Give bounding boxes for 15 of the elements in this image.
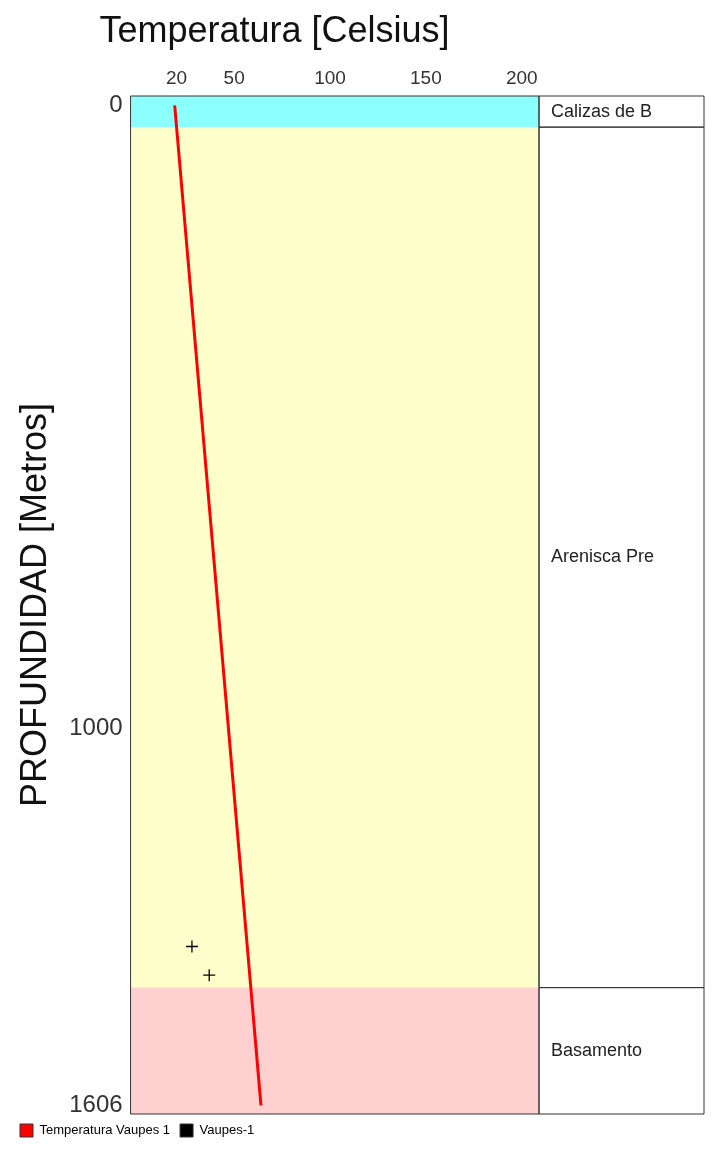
x-tick-label: 100 (314, 66, 346, 88)
y-tick-label: 1000 (69, 712, 123, 740)
legend-label: Temperatura Vaupes 1 (39, 1122, 171, 1138)
x-tick-label: 50 (223, 66, 245, 88)
x-tick-label: 20 (166, 66, 188, 88)
chart-title: Temperatura [Celsius] (99, 8, 450, 50)
y-tick-label: 0 (109, 89, 123, 117)
x-tick-label: 200 (505, 66, 538, 88)
y-axis-title: PROFUNDIDAD [Metros] (12, 402, 54, 808)
y-tick-label: 1606 (69, 1089, 123, 1117)
band-label: Arenisca Pre (551, 546, 655, 567)
band-label: Basamento (551, 1039, 643, 1060)
band-label: Calizas de B (551, 100, 653, 121)
legend-label: Vaupes-1 (199, 1122, 255, 1138)
x-tick-label: 150 (410, 66, 442, 88)
